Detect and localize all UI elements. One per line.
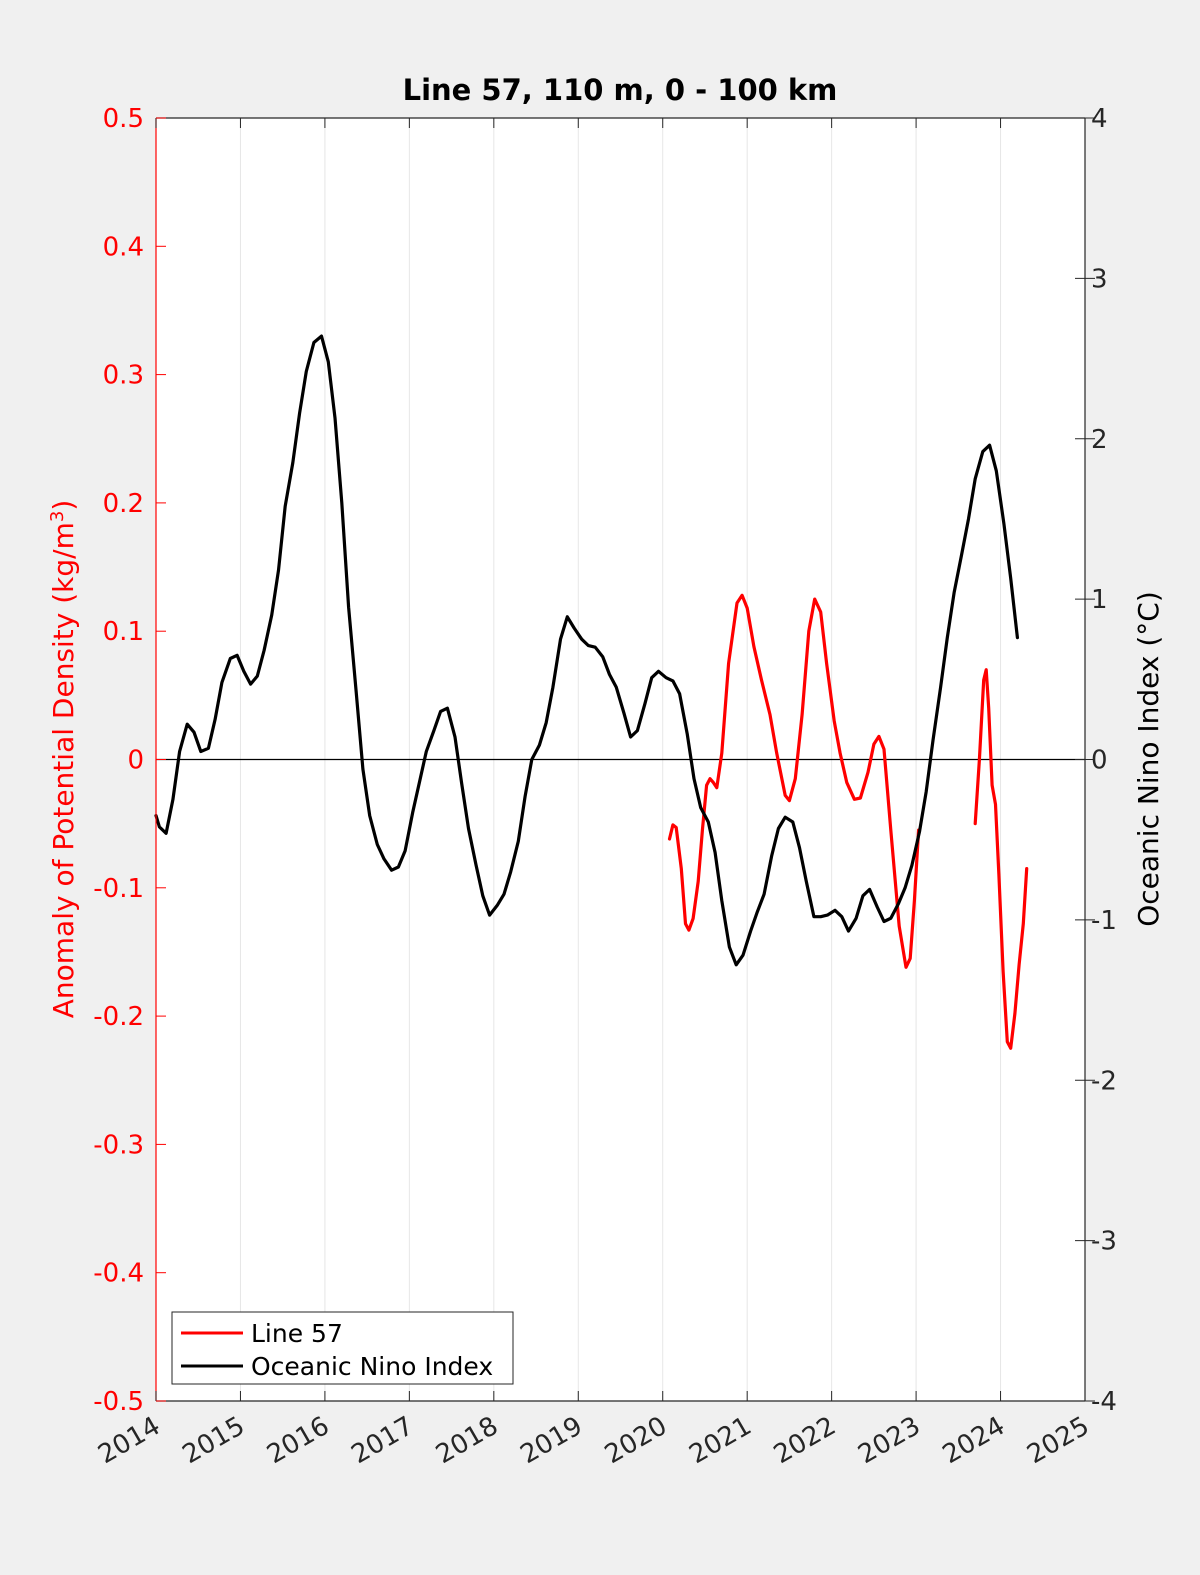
left-tick-label: -0.2 (93, 1002, 144, 1032)
left-tick-label: -0.4 (93, 1259, 144, 1289)
left-tick-label: 0.4 (103, 232, 144, 262)
line57-series-line (973, 668, 1029, 1050)
left-tick-label: 0.2 (103, 489, 144, 519)
left-axis-label-main: Anomaly of Potential Density (kg/m (47, 522, 80, 1018)
right-tick-label: -3 (1091, 1227, 1117, 1257)
left-axis-label-superscript: 3 (47, 511, 68, 522)
left-tick-label: -0.5 (93, 1387, 144, 1417)
right-tick-label: 0 (1091, 746, 1108, 776)
left-tick-label: 0.3 (103, 361, 144, 391)
right-tick-label: 3 (1091, 264, 1108, 294)
legend-label-line57: Line 57 (251, 1319, 343, 1348)
left-tick-label: 0.5 (103, 104, 144, 134)
legend-label-oni: Oceanic Nino Index (251, 1352, 493, 1381)
right-tick-label: -1 (1091, 906, 1117, 936)
right-axis-label: Oceanic Nino Index (°C) (1132, 591, 1165, 927)
right-tick-label: 2 (1091, 425, 1108, 455)
right-tick-label: -4 (1091, 1387, 1117, 1417)
right-tick-label: 4 (1091, 104, 1108, 134)
left-axis-label: Anomaly of Potential Density (kg/m3) (47, 500, 80, 1019)
oni-series-line (154, 334, 1019, 967)
left-axis-label-close: ) (47, 500, 80, 511)
left-tick-label: 0.1 (103, 617, 144, 647)
legend-box (171, 1311, 514, 1385)
axes (155, 117, 1095, 1402)
left-tick-label: -0.3 (93, 1130, 144, 1160)
right-tick-label: -2 (1091, 1066, 1117, 1096)
right-tick-label: 1 (1091, 585, 1108, 615)
line57-series-line (667, 593, 921, 969)
chart-title: Line 57, 110 m, 0 - 100 km (403, 73, 838, 107)
legend: Line 57 Oceanic Nino Index (171, 1311, 514, 1385)
left-tick-label: 0 (127, 746, 144, 776)
series-lines (154, 334, 1029, 1050)
left-tick-label: -0.1 (93, 874, 144, 904)
